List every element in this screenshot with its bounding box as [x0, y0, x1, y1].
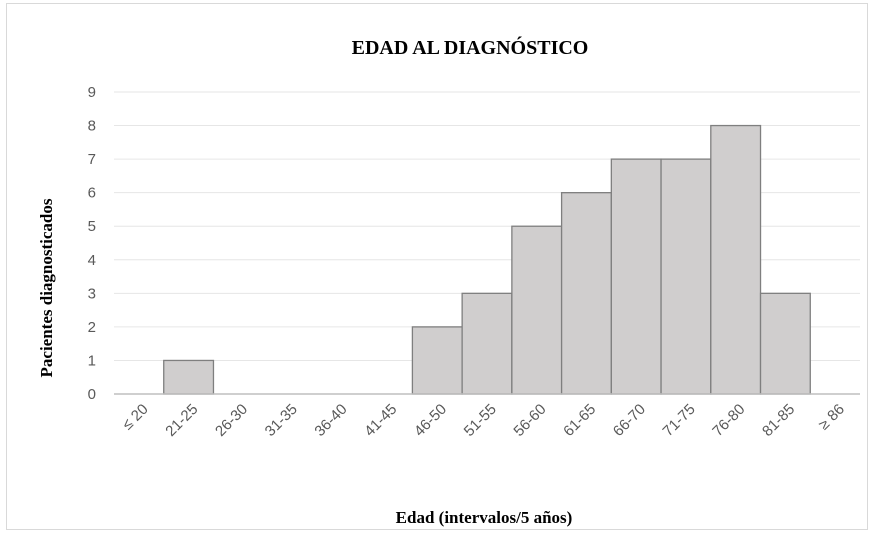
bar-51-55: [461, 292, 513, 395]
bar-66-70: [610, 158, 662, 395]
bar-61-65: [560, 192, 612, 395]
y-tick-label: 9: [88, 84, 96, 101]
x-axis-ticks: ≤ 20 21-25 26-30 31-35 36-40 41-45 46-50 51-55 5…: [119, 401, 848, 440]
x-tick-label: 56-60: [510, 401, 549, 440]
bar-81-85: [759, 292, 811, 395]
bars: [163, 124, 811, 395]
y-tick-label: 3: [88, 285, 96, 302]
bar-46-50: [411, 326, 463, 395]
x-tick-label: 61-65: [560, 401, 599, 440]
x-tick-label: 31-35: [262, 401, 301, 440]
bar-76-80: [710, 124, 762, 395]
bar-56-60: [511, 225, 563, 395]
y-tick-label: 7: [88, 151, 96, 168]
x-tick-label: 36-40: [311, 401, 350, 440]
x-tick-label: ≤ 20: [119, 401, 152, 434]
x-tick-label: 26-30: [212, 401, 251, 440]
y-tick-label: 2: [88, 319, 96, 336]
y-tick-label: 6: [88, 185, 96, 202]
y-axis-ticks: 0 1 2 3 4 5 6 7 8 9: [88, 84, 96, 403]
y-tick-label: 0: [88, 386, 96, 403]
x-tick-label: 21-25: [162, 401, 201, 440]
x-tick-label: 51-55: [461, 401, 500, 440]
y-axis-title: Pacientes diagnosticados: [37, 198, 56, 377]
bar-21-25: [163, 359, 215, 395]
x-tick-label: 76-80: [709, 401, 748, 440]
y-tick-label: 4: [88, 252, 96, 269]
y-tick-label: 8: [88, 118, 96, 135]
x-tick-label: 71-75: [660, 401, 699, 440]
y-tick-label: 5: [88, 218, 96, 235]
x-axis-title: Edad (intervalos/5 años): [396, 508, 573, 527]
x-tick-label: ≥ 86: [815, 401, 848, 434]
bar-71-75: [660, 158, 712, 395]
x-tick-label: 66-70: [610, 401, 649, 440]
chart-title: EDAD AL DIAGNÓSTICO: [352, 35, 589, 59]
x-tick-label: 41-45: [361, 401, 400, 440]
x-tick-label: 81-85: [759, 401, 798, 440]
x-tick-label: 46-50: [411, 401, 450, 440]
y-tick-label: 1: [88, 352, 96, 369]
